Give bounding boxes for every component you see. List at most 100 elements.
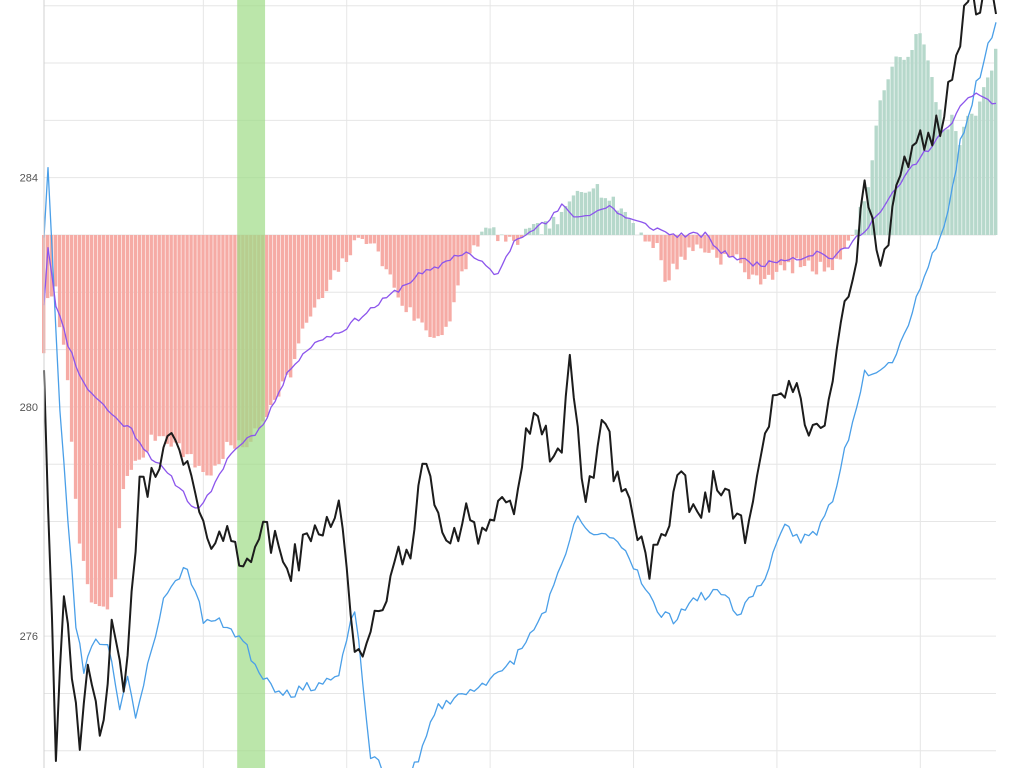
- histogram-bar: [659, 234, 663, 261]
- histogram-bar: [711, 234, 715, 250]
- histogram-bar: [990, 70, 994, 235]
- histogram-bar: [77, 234, 82, 544]
- histogram-bar: [468, 234, 472, 254]
- y-tick-label: 280: [20, 402, 38, 414]
- histogram-bar: [436, 234, 440, 337]
- histogram-bar: [531, 224, 536, 235]
- histogram-bar: [344, 234, 349, 262]
- histogram-bar: [854, 229, 858, 235]
- histogram-bar: [814, 234, 819, 275]
- histogram-bar: [607, 200, 612, 235]
- histogram-bar: [161, 234, 165, 437]
- histogram-bar: [719, 234, 723, 265]
- histogram-bar: [316, 234, 321, 300]
- histogram-bar: [460, 234, 464, 272]
- histogram-bar: [623, 211, 627, 235]
- histogram-bar: [324, 234, 329, 292]
- histogram-bar: [173, 234, 177, 443]
- histogram-bar: [691, 234, 695, 252]
- histogram-bar: [806, 234, 811, 261]
- histogram-bar: [340, 234, 345, 259]
- histogram-bar: [619, 208, 623, 235]
- histogram-bar: [229, 234, 233, 446]
- histogram-bar: [946, 129, 950, 235]
- histogram-bar: [157, 234, 161, 437]
- histogram-bar: [870, 160, 874, 235]
- histogram-bar: [707, 234, 711, 253]
- histogram-bar: [520, 234, 524, 238]
- histogram-bar: [643, 234, 647, 242]
- histogram-bar: [886, 79, 890, 235]
- histogram-bar: [356, 234, 361, 238]
- histogram-bar: [109, 234, 114, 598]
- histogram-bar: [376, 234, 380, 252]
- histogram-bar: [512, 234, 516, 241]
- histogram-bar: [703, 234, 707, 253]
- histogram-bar: [320, 234, 325, 298]
- histogram-bar: [978, 101, 982, 235]
- histogram-bar: [404, 234, 408, 313]
- histogram-bar: [914, 34, 918, 235]
- histogram-bar: [559, 211, 564, 235]
- histogram-bar: [169, 234, 173, 447]
- y-tick-label: 284: [20, 173, 38, 185]
- y-axis: 276 280 284: [20, 0, 45, 768]
- histogram-bar: [129, 234, 134, 470]
- histogram-bar: [49, 234, 54, 297]
- series-lines: [43, 0, 997, 773]
- histogram-bar: [452, 234, 456, 303]
- histogram-bar: [571, 195, 576, 235]
- histogram-bar: [663, 234, 667, 282]
- histogram-bar: [671, 234, 675, 264]
- histogram-bar: [420, 234, 424, 323]
- histogram-bar: [113, 234, 118, 580]
- highlight-region: [237, 0, 266, 768]
- histogram-bar: [599, 197, 604, 235]
- histogram-bar: [492, 227, 496, 235]
- histogram-bar: [695, 234, 699, 245]
- histogram-bar: [926, 60, 930, 235]
- histogram-bar: [766, 234, 771, 275]
- histogram-bar: [269, 234, 273, 405]
- histogram-bar: [543, 221, 548, 235]
- histogram-bar: [866, 187, 870, 235]
- histogram-bar: [217, 234, 221, 464]
- histogram-bar: [591, 188, 596, 235]
- histogram-bar: [81, 234, 86, 561]
- histogram-bar: [587, 191, 592, 235]
- histogram-bar: [304, 234, 309, 323]
- histogram-bar: [496, 234, 500, 242]
- histogram-bar: [687, 234, 691, 248]
- histogram-bar: [149, 234, 153, 435]
- histogram-bar: [934, 102, 938, 235]
- histogram-bar: [942, 129, 946, 235]
- histogram-bar: [627, 219, 631, 235]
- histogram-bar: [117, 234, 122, 529]
- histogram-bar: [715, 234, 719, 258]
- histogram-bar: [416, 234, 420, 319]
- histogram-bar: [567, 201, 572, 235]
- histogram-bar: [69, 234, 74, 442]
- histogram-bar: [922, 44, 926, 235]
- histogram-bar: [639, 232, 643, 235]
- histogram-bar: [456, 234, 460, 286]
- histogram-bar: [141, 234, 145, 458]
- histogram-bar: [615, 210, 619, 235]
- histogram-bar: [751, 234, 755, 275]
- histogram-bar: [595, 184, 600, 235]
- histogram-bar: [874, 125, 878, 235]
- histogram-bar: [428, 234, 432, 338]
- histogram-bar: [480, 231, 484, 235]
- histogram-bar: [328, 234, 333, 280]
- histogram-bar: [655, 234, 659, 244]
- histogram-bar: [101, 234, 106, 607]
- histogram-bar: [408, 234, 412, 308]
- histogram-bar: [93, 234, 98, 604]
- histogram-bar: [894, 56, 898, 235]
- histogram-bar: [950, 114, 954, 235]
- histogram-bar: [778, 234, 783, 266]
- histogram-bar: [213, 234, 217, 466]
- histogram-bar: [265, 234, 269, 418]
- histogram-bar: [209, 234, 213, 476]
